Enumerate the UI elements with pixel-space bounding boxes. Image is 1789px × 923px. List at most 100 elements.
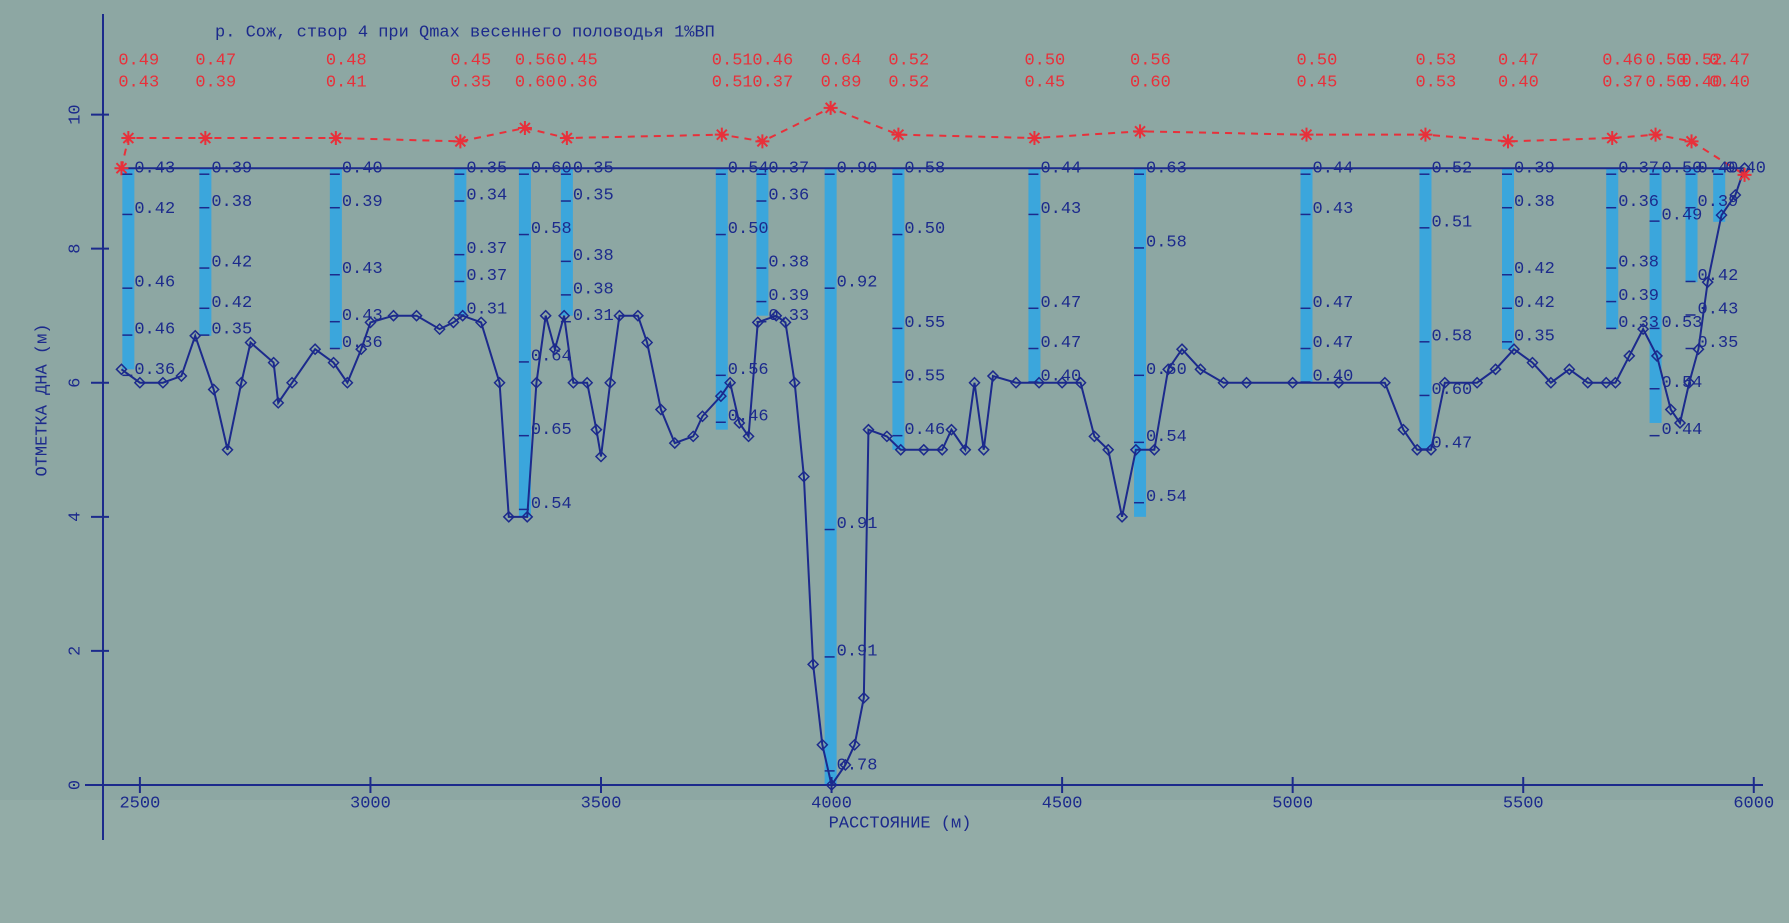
velocity-label: 0.42 xyxy=(134,200,175,219)
level-point xyxy=(114,161,129,176)
y-tick-label: 0 xyxy=(66,780,85,790)
bed-point xyxy=(567,376,580,389)
top-velocity-label: 0.40 xyxy=(1498,73,1539,92)
bed-point xyxy=(779,316,792,329)
velocity-label: 0.38 xyxy=(1618,254,1659,273)
bed-point xyxy=(175,369,188,383)
velocity-label: 0.38 xyxy=(573,280,614,299)
velocity-label: 0.40 xyxy=(1313,368,1354,387)
level-point xyxy=(121,131,136,146)
velocity-vertical xyxy=(199,168,212,336)
bed-point xyxy=(1701,276,1714,289)
bed-point xyxy=(807,658,820,671)
velocity-label: 0.39 xyxy=(342,193,383,212)
velocity-label: 0.63 xyxy=(1146,160,1187,179)
velocity-label: 0.52 xyxy=(1431,160,1472,179)
bed-point xyxy=(936,443,949,456)
velocity-label: 0.47 xyxy=(1313,334,1354,353)
velocity-label: 0.47 xyxy=(1040,334,1081,353)
bed-point xyxy=(641,336,654,349)
bed-point xyxy=(733,416,746,430)
x-tick-label: 3000 xyxy=(350,794,391,813)
top-velocity-label: 0.47 xyxy=(195,51,236,70)
bed-point xyxy=(341,376,354,389)
top-velocity-label: 0.46 xyxy=(1602,51,1643,70)
x-tick-label: 4000 xyxy=(811,794,852,813)
level-point xyxy=(714,127,729,142)
top-velocity-label: 0.45 xyxy=(557,51,598,70)
bed-point xyxy=(631,309,644,322)
bed-point xyxy=(456,309,469,322)
bed-point xyxy=(327,356,340,369)
velocity-label: 0.44 xyxy=(1313,160,1354,179)
bed-point xyxy=(1032,376,1046,389)
velocity-label: 0.60 xyxy=(531,160,572,179)
bed-point xyxy=(1411,443,1424,456)
bed-point xyxy=(447,316,460,329)
bed-point xyxy=(272,396,285,409)
level-point xyxy=(453,134,468,149)
velocity-label: 0.39 xyxy=(768,287,809,306)
velocity-vertical xyxy=(1134,168,1147,517)
velocity-label: 0.60 xyxy=(1146,361,1187,380)
velocity-label: 0.39 xyxy=(211,160,252,179)
x-tick-label: 3500 xyxy=(581,794,622,813)
top-velocity-label: 0.56 xyxy=(515,51,556,70)
bed-point xyxy=(714,390,727,403)
velocity-label: 0.40 xyxy=(342,160,383,179)
bed-point xyxy=(1240,376,1253,389)
bed-point xyxy=(539,309,552,322)
level-point xyxy=(328,131,343,146)
bed-point xyxy=(364,316,377,329)
top-velocity-label: 0.50 xyxy=(1297,51,1338,70)
bed-point xyxy=(1056,376,1069,389)
velocity-label: 0.38 xyxy=(211,193,252,212)
bed-point xyxy=(1715,209,1728,222)
velocity-label: 0.43 xyxy=(1040,200,1081,219)
bed-point xyxy=(285,376,299,389)
top-velocity-label: 0.89 xyxy=(821,73,862,92)
top-velocity-label: 0.45 xyxy=(1024,73,1065,92)
bed-point xyxy=(1544,376,1557,389)
velocity-label: 0.40 xyxy=(1040,368,1081,387)
level-point xyxy=(1299,127,1314,142)
bed-point xyxy=(581,376,594,389)
level-point xyxy=(559,131,574,146)
bed-point xyxy=(613,309,626,322)
x-tick-label: 6000 xyxy=(1733,794,1774,813)
y-tick-label: 10 xyxy=(66,104,85,124)
bed-point xyxy=(115,363,128,376)
bed-point xyxy=(654,403,668,416)
velocity-vertical xyxy=(454,168,467,316)
bed-point xyxy=(1074,376,1087,389)
top-velocity-label: 0.56 xyxy=(1130,51,1171,70)
velocity-label: 0.38 xyxy=(1514,193,1555,212)
velocity-label: 0.36 xyxy=(1618,193,1659,212)
bed-point xyxy=(558,309,571,322)
velocity-label: 0.42 xyxy=(1698,267,1739,286)
velocity-label: 0.34 xyxy=(466,187,507,206)
velocity-vertical xyxy=(756,168,769,316)
bed-point xyxy=(156,376,170,389)
velocity-label: 0.35 xyxy=(573,187,614,206)
top-velocity-label: 0.40 xyxy=(1709,73,1750,92)
velocity-label: 0.33 xyxy=(768,307,809,326)
velocity-label: 0.44 xyxy=(1040,160,1081,179)
velocity-label: 0.37 xyxy=(1618,160,1659,179)
level-point xyxy=(1605,131,1620,146)
y-tick-label: 8 xyxy=(66,244,85,254)
velocity-label: 0.53 xyxy=(1662,314,1703,333)
velocity-label: 0.78 xyxy=(837,756,878,775)
level-point xyxy=(1648,127,1663,142)
bed-point xyxy=(590,423,603,436)
top-velocity-label: 0.46 xyxy=(752,51,793,70)
level-point xyxy=(517,120,532,135)
series-line xyxy=(120,106,1746,176)
bed-point xyxy=(1526,356,1539,369)
bed-point xyxy=(1637,323,1650,336)
velocity-label: 0.47 xyxy=(1431,435,1472,454)
bed-point xyxy=(848,738,861,751)
velocity-label: 0.54 xyxy=(1146,428,1187,447)
bed-point xyxy=(355,343,368,356)
